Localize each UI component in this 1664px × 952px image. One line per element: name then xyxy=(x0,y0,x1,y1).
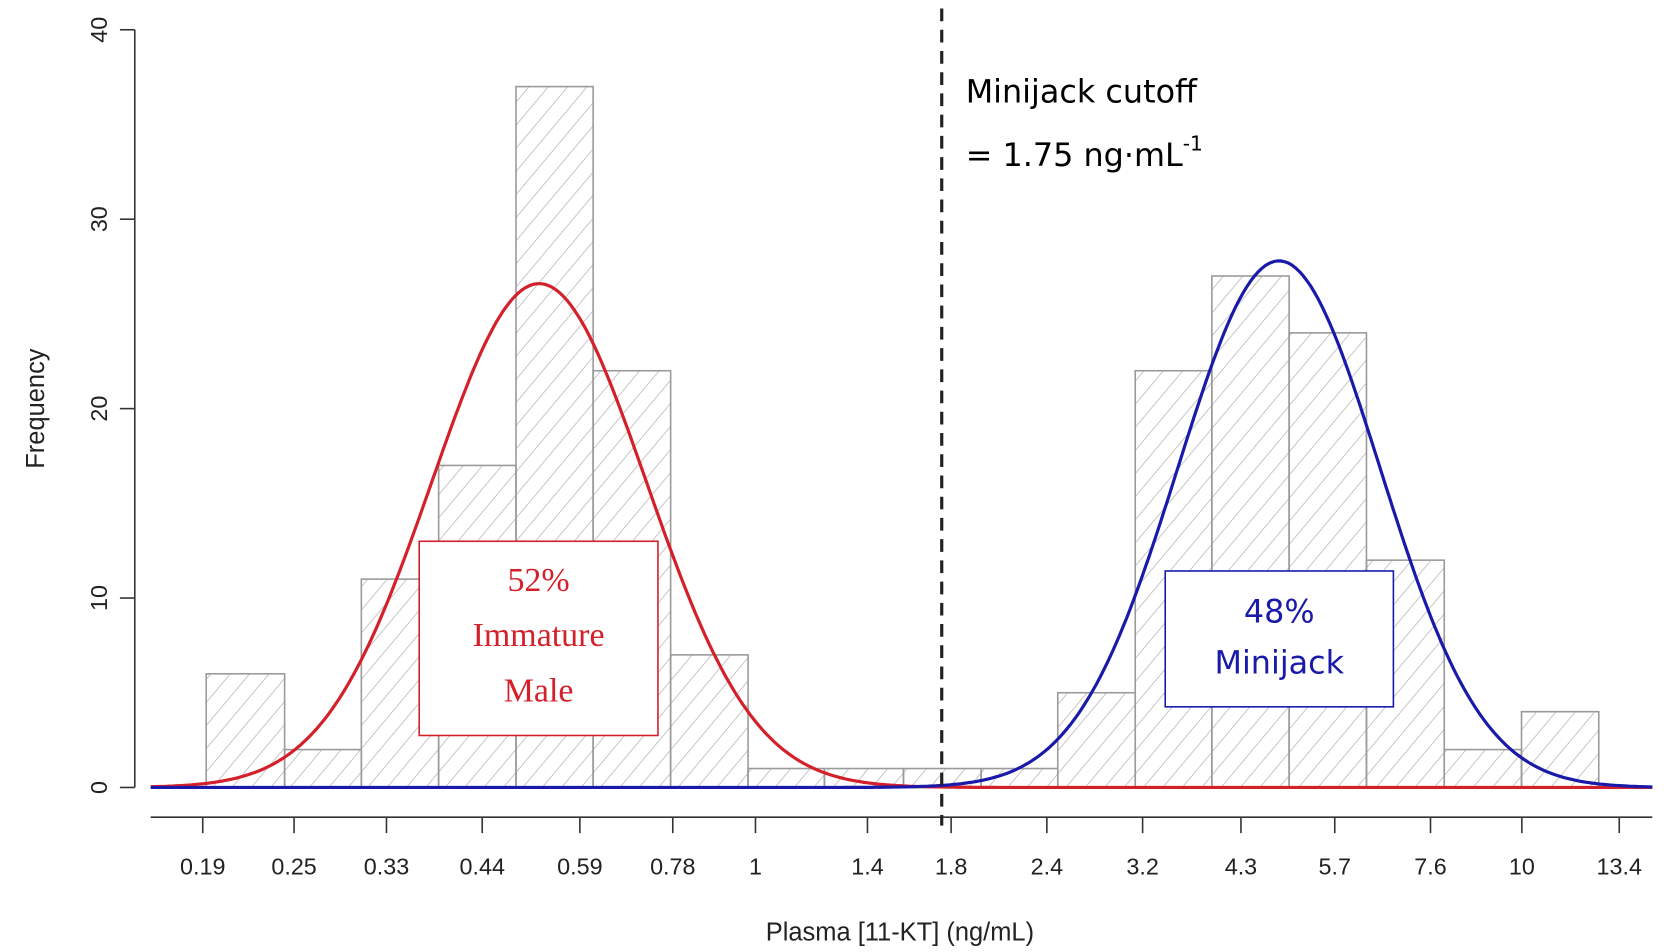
histogram-bar xyxy=(1211,275,1290,789)
x-tick-label: 2.4 xyxy=(1031,853,1063,879)
x-tick-label: 1 xyxy=(749,853,762,879)
y-tick-label: 10 xyxy=(86,585,112,611)
x-tick-label: 10 xyxy=(1509,853,1535,879)
histogram-bar xyxy=(669,654,749,789)
y-tick-label: 0 xyxy=(86,781,112,794)
fit-curve xyxy=(150,259,1653,790)
x-tick-label: 5.7 xyxy=(1319,853,1351,879)
histogram-bar xyxy=(1443,748,1523,789)
y-tick-label: 20 xyxy=(86,396,112,422)
x-tick-label: 13.4 xyxy=(1597,853,1642,879)
group-label: Immature xyxy=(473,617,605,654)
cutoff-unit-sup: -1 xyxy=(1183,131,1203,155)
histogram-bar xyxy=(747,767,826,789)
x-tick-label: 0.25 xyxy=(271,853,316,879)
histogram-bar xyxy=(283,748,363,789)
group-label: Minijack xyxy=(1215,643,1345,681)
cutoff-value-label: = 1.75 ng·mL-1 xyxy=(966,131,1203,174)
group-label: Male xyxy=(504,672,574,709)
x-tick-label: 3.2 xyxy=(1126,853,1158,879)
cutoff-value-text: = 1.75 ng·mL xyxy=(966,136,1183,174)
label-box xyxy=(418,540,659,737)
label-box xyxy=(1164,570,1395,708)
x-tick-label: 1.4 xyxy=(851,853,883,879)
share-label: 52% xyxy=(507,562,569,599)
x-tick-label: 0.44 xyxy=(460,853,505,879)
y-axis-title: Frequency xyxy=(22,348,50,469)
x-tick-label: 0.19 xyxy=(180,853,225,879)
histogram-bar xyxy=(205,673,286,789)
x-tick-label: 0.78 xyxy=(650,853,695,879)
cutoff-label: Minijack cutoff xyxy=(966,72,1198,110)
x-tick-label: 1.8 xyxy=(935,853,967,879)
histogram-bar xyxy=(1288,332,1368,789)
x-tick-label: 7.6 xyxy=(1414,853,1446,879)
y-tick-label: 40 xyxy=(86,17,112,43)
x-axis-title: Plasma [11-KT] (ng/mL) xyxy=(766,919,1034,947)
y-tick-label: 30 xyxy=(86,206,112,232)
x-tick-label: 0.59 xyxy=(557,853,602,879)
histogram-bar xyxy=(1056,691,1137,789)
x-tick-label: 0.33 xyxy=(364,853,409,879)
x-tick-label: 4.3 xyxy=(1225,853,1257,879)
share-label: 48% xyxy=(1244,592,1315,630)
